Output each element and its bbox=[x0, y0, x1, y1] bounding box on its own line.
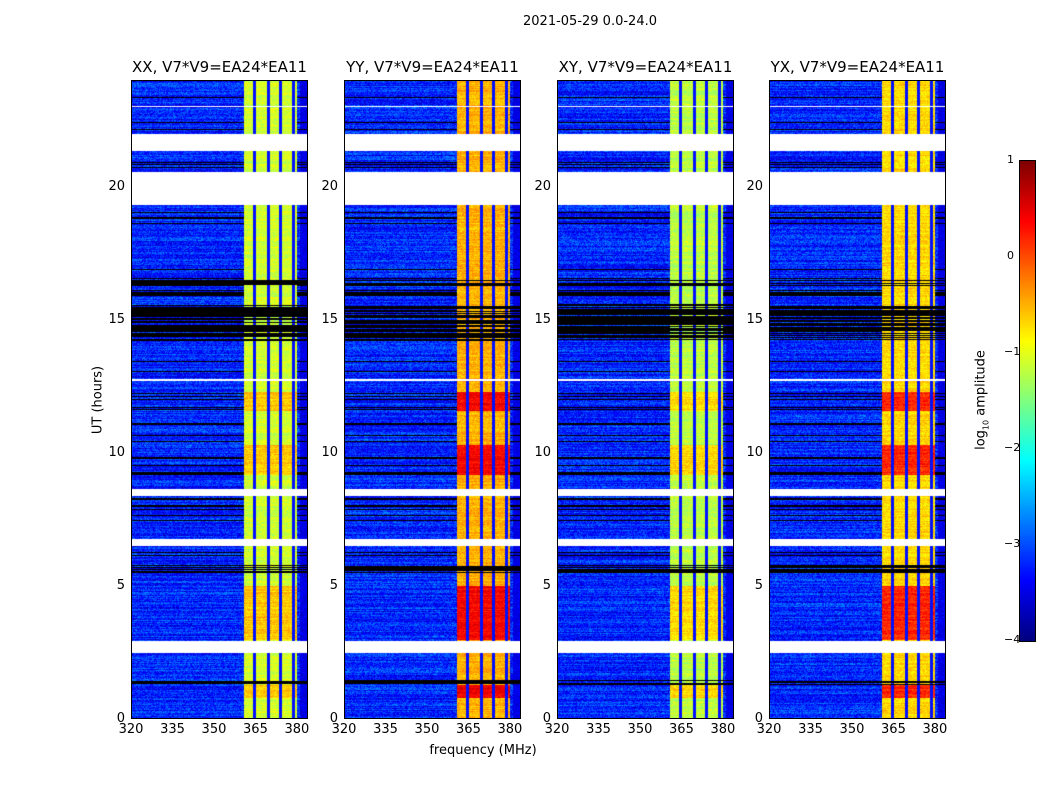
y-tick-label: 10 bbox=[321, 444, 338, 460]
colorbar-label: log10 amplitude bbox=[973, 350, 991, 450]
y-tick-label: 20 bbox=[746, 178, 763, 194]
y-tick-label: 5 bbox=[542, 577, 551, 593]
y-tick-label: 15 bbox=[108, 311, 125, 327]
colorbar-tick-label: 1 bbox=[1007, 153, 1014, 166]
colorbar-tick-label: 0 bbox=[1007, 249, 1014, 262]
spectrogram-heatmap bbox=[131, 80, 308, 719]
y-tick-label: 0 bbox=[542, 711, 551, 726]
x-tick-label: 335 bbox=[373, 722, 398, 737]
y-tick-label: 20 bbox=[321, 178, 338, 194]
x-tick-label: 365 bbox=[456, 722, 481, 737]
x-tick-label: 320 bbox=[118, 722, 144, 737]
axes-frame bbox=[131, 80, 308, 719]
y-tick-label: 0 bbox=[329, 711, 338, 726]
colorbar bbox=[1019, 160, 1036, 642]
x-tick-label: 365 bbox=[243, 722, 268, 737]
panel-title: YY, V7*V9=EA24*EA11 bbox=[346, 58, 519, 76]
x-tick-label: 380 bbox=[710, 722, 736, 737]
x-tick-label: 320 bbox=[331, 722, 357, 737]
axes-frame bbox=[344, 80, 521, 719]
spectrogram-panel-2: XY, V7*V9=EA24*EA11 320 335 350 365 380 0 5 10 15… bbox=[534, 58, 735, 737]
x-tick-label: 380 bbox=[284, 722, 310, 737]
y-tick-label: 10 bbox=[108, 444, 125, 460]
y-tick-label: 5 bbox=[754, 577, 763, 593]
colorbar-tick-label: −1 bbox=[1004, 345, 1021, 358]
spectrogram-heatmap bbox=[557, 80, 734, 719]
y-tick-label: 15 bbox=[321, 311, 338, 327]
y-tick-label: 5 bbox=[116, 577, 125, 593]
spectrogram-panel-3: YX, V7*V9=EA24*EA11 320 335 350 365 380 0 5 10 15… bbox=[746, 58, 947, 737]
y-tick-label: 20 bbox=[108, 178, 125, 194]
y-axis-label: UT (hours) bbox=[90, 365, 106, 435]
x-tick-label: 350 bbox=[627, 722, 653, 737]
x-tick-label: 380 bbox=[497, 722, 523, 737]
x-tick-label: 350 bbox=[839, 722, 865, 737]
panel-title: XY, V7*V9=EA24*EA11 bbox=[558, 58, 733, 76]
x-tick-label: 335 bbox=[798, 722, 823, 737]
y-tick-label: 15 bbox=[534, 311, 551, 327]
axes-frame bbox=[769, 80, 946, 719]
x-tick-label: 380 bbox=[922, 722, 948, 737]
y-tick-label: 20 bbox=[534, 178, 551, 194]
y-tick-label: 15 bbox=[746, 311, 763, 327]
panel-title: XX, V7*V9=EA24*EA11 bbox=[132, 58, 307, 76]
axes-frame bbox=[557, 80, 734, 719]
x-tick-label: 365 bbox=[881, 722, 906, 737]
x-tick-label: 350 bbox=[201, 722, 227, 737]
y-tick-label: 10 bbox=[746, 444, 763, 460]
spectrogram-panel-1: YY, V7*V9=EA24*EA11 320 335 350 365 380 0 5 10 15… bbox=[321, 58, 522, 737]
x-tick-label: 365 bbox=[669, 722, 694, 737]
x-tick-label: 320 bbox=[756, 722, 782, 737]
x-axis-label: frequency (MHz) bbox=[429, 743, 537, 758]
colorbar-tick-label: −4 bbox=[1004, 633, 1021, 646]
x-tick-label: 335 bbox=[586, 722, 611, 737]
spectrogram-heatmap bbox=[344, 80, 521, 719]
y-tick-label: 10 bbox=[534, 444, 551, 460]
y-tick-label: 5 bbox=[329, 577, 338, 593]
spectrogram-panel-0: XX, V7*V9=EA24*EA11 320 335 350 365 380 0 5 10 15… bbox=[108, 58, 309, 737]
panel-title: YX, V7*V9=EA24*EA11 bbox=[770, 58, 945, 76]
spectrogram-heatmap bbox=[769, 80, 946, 719]
x-tick-label: 320 bbox=[544, 722, 570, 737]
y-tick-label: 0 bbox=[754, 711, 763, 726]
colorbar-tick-label: −2 bbox=[1004, 441, 1021, 454]
x-tick-label: 335 bbox=[160, 722, 185, 737]
figure-title: 2021-05-29 0.0-24.0 bbox=[523, 14, 657, 29]
x-tick-label: 350 bbox=[414, 722, 440, 737]
colorbar-tick-label: −3 bbox=[1004, 537, 1021, 550]
y-tick-label: 0 bbox=[116, 711, 125, 726]
